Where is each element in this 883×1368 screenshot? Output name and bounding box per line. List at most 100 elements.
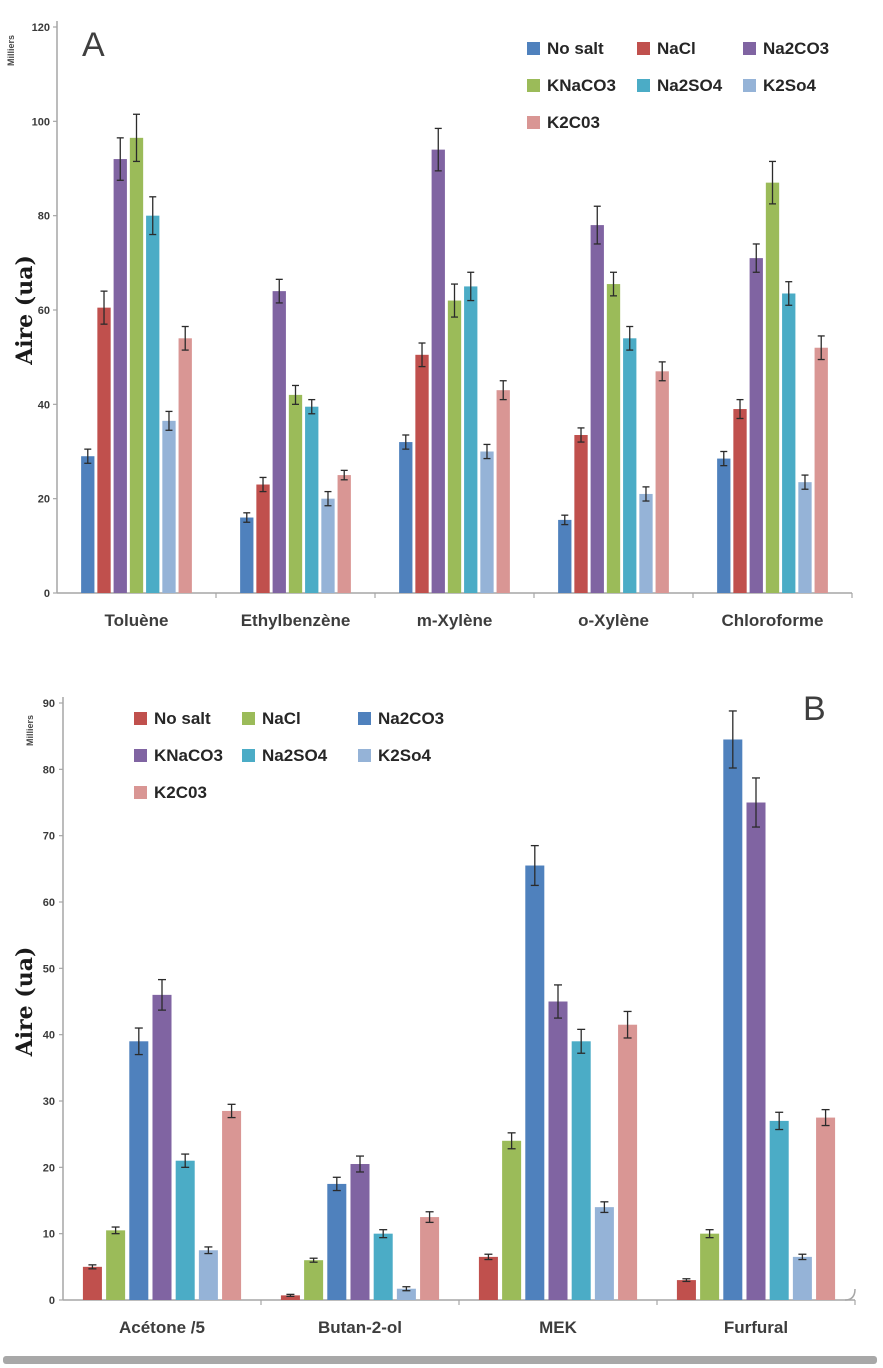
y-tick-label: 100 [32, 116, 50, 128]
chart-b-legend: No salt NaCl Na2CO3 KNaCO3 Na2SO4 K2So4 K2C03 [134, 700, 464, 811]
bar-k2so4 [594, 1207, 614, 1300]
legend-swatch [637, 79, 650, 92]
y-axis-title: Aire (ua) [12, 255, 38, 366]
bar-na2co3 [525, 865, 545, 1300]
y-tick-label: 30 [43, 1096, 55, 1108]
legend-label: No salt [547, 38, 604, 58]
legend-item: Na2SO4 [637, 76, 743, 96]
legend-swatch [134, 786, 147, 799]
legend-label: Na2SO4 [657, 75, 723, 95]
bar-na2co3 [723, 739, 743, 1300]
bar-knaco3 [548, 1001, 568, 1300]
bar-k2c03 [178, 338, 192, 593]
legend-label: KNaCO3 [154, 745, 223, 765]
legend-swatch [527, 42, 540, 55]
bar-na2co3 [113, 159, 127, 594]
bar-knaco3 [288, 394, 303, 593]
legend-label: NaCl [657, 38, 696, 58]
legend-label: KNaCO3 [547, 75, 616, 95]
bar-no-salt [478, 1256, 498, 1300]
bar-na2co3 [129, 1041, 149, 1300]
bar-knaco3 [746, 802, 766, 1300]
bar-nacl [574, 434, 588, 593]
legend-label: Na2CO3 [378, 708, 445, 728]
legend-item: No salt [134, 709, 242, 729]
bar-na2co3 [749, 258, 763, 593]
legend-item: NaCl [242, 709, 358, 729]
y-units-label: Milliers [25, 715, 35, 746]
bar-knaco3 [606, 284, 621, 593]
bar-na2so4 [175, 1160, 195, 1300]
bar-k2c03 [618, 1024, 638, 1300]
bar-knaco3 [765, 182, 780, 593]
panel-label-a: A [82, 26, 105, 64]
bar-na2so4 [571, 1041, 591, 1300]
legend-swatch [242, 749, 255, 762]
chart-a-legend: No salt NaCl Na2CO3 KNaCO3 Na2SO4 K2So4 K2C03 [527, 30, 855, 141]
bar-k2so4 [198, 1250, 218, 1300]
bar-k2so4 [480, 451, 494, 593]
legend-swatch [242, 712, 255, 725]
bar-nacl [97, 307, 111, 593]
bar-no-salt [558, 519, 572, 593]
chart-panel-a: 0 20 40 60 80 100 120 Toluène Ethylbenzène m-Xylè… [0, 0, 883, 660]
bar-no-salt [280, 1295, 300, 1300]
bar-na2so4 [623, 338, 637, 593]
bar-nacl [502, 1140, 522, 1300]
category-label: Toluène [105, 611, 169, 630]
legend-item: Na2SO4 [242, 746, 358, 766]
bar-k2c03 [337, 475, 351, 593]
bar-k2c03 [496, 390, 510, 593]
legend-swatch [134, 749, 147, 762]
y-tick-label: 0 [49, 1295, 55, 1307]
y-tick-label: 40 [43, 1030, 55, 1042]
legend-label: No salt [154, 708, 211, 728]
legend-item: No salt [527, 39, 637, 59]
y-tick-label: 50 [43, 963, 55, 975]
bar-k2so4 [396, 1288, 416, 1300]
legend-label: Na2CO3 [763, 38, 830, 58]
bar-nacl [415, 354, 429, 593]
chart-a-plot: 0 20 40 60 80 100 120 Toluène Ethylbenzène m-Xylè… [6, 21, 853, 630]
legend-item: NaCl [637, 39, 743, 59]
legend-swatch [637, 42, 650, 55]
y-tick-label: 60 [43, 897, 55, 909]
bar-no-salt [399, 442, 413, 593]
bar-k2so4 [162, 420, 176, 593]
legend-item: KNaCO3 [134, 746, 242, 766]
legend-item: K2C03 [134, 783, 242, 803]
legend-item: Na2CO3 [743, 39, 855, 59]
legend-swatch [358, 749, 371, 762]
legend-item: K2So4 [358, 746, 464, 766]
y-units-label: Milliers [6, 35, 16, 66]
bar-nacl [256, 484, 270, 593]
legend-label: K2C03 [154, 782, 207, 802]
y-tick-label: 80 [43, 764, 55, 776]
bar-k2so4 [639, 493, 653, 593]
bar-knaco3 [152, 994, 172, 1300]
legend-label: Na2SO4 [262, 745, 328, 765]
bar-no-salt [240, 517, 254, 593]
bar-na2so4 [782, 293, 796, 593]
bar-no-salt [717, 458, 731, 593]
category-label: o-Xylène [578, 611, 649, 630]
bar-k2c03 [222, 1110, 242, 1300]
panel-label-b: B [803, 690, 826, 728]
legend-item: K2So4 [743, 76, 855, 96]
bar-nacl [106, 1230, 126, 1300]
bar-k2so4 [798, 482, 812, 593]
y-tick-label: 20 [38, 494, 50, 506]
bar-knaco3 [350, 1164, 370, 1300]
category-label: MEK [539, 1318, 578, 1337]
legend-label: K2C03 [547, 112, 600, 132]
legend-swatch [527, 116, 540, 129]
bar-k2c03 [655, 371, 669, 593]
bar-na2co3 [590, 225, 604, 593]
y-axis-title: Aire (ua) [12, 947, 38, 1058]
bottom-divider-bar [3, 1356, 877, 1364]
chart-b-plot: 0 10 20 30 40 50 60 70 80 90 Acétone /5 Butan-2-ol M… [12, 697, 856, 1337]
bar-na2co3 [327, 1183, 347, 1300]
y-tick-label: 20 [43, 1162, 55, 1174]
bar-k2c03 [420, 1217, 440, 1300]
bar-na2so4 [769, 1120, 789, 1300]
